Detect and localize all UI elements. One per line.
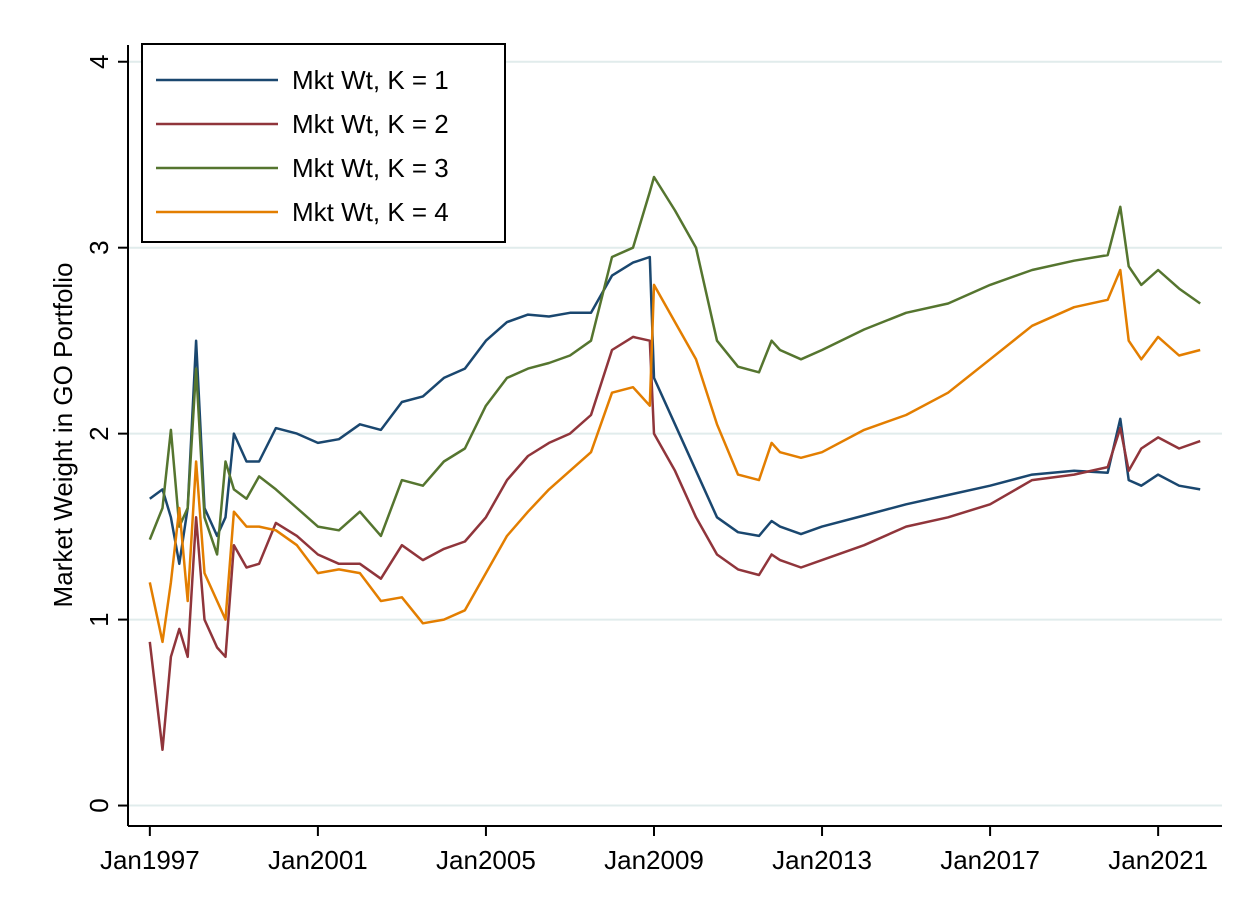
y-tick-label: 4 [84,55,114,69]
y-tick-label: 3 [84,240,114,254]
legend-label: Mkt Wt, K = 3 [292,153,449,183]
x-tick-label: Jan2009 [604,845,704,875]
x-tick-label: Jan2001 [268,845,368,875]
x-tick-label: Jan2017 [940,845,1040,875]
series-line [149,255,1201,566]
series-line [148,335,1201,752]
y-tick-label: 0 [84,798,114,812]
x-tick-label: Jan2021 [1108,845,1208,875]
x-tick-label: Jan2005 [436,845,536,875]
legend-box [141,43,506,243]
y-tick-label: 1 [84,612,114,626]
legend-label: Mkt Wt, K = 4 [292,197,449,227]
x-tick-label: Jan2013 [772,845,872,875]
legend-label: Mkt Wt, K = 1 [292,65,449,95]
y-tick-label: 2 [84,426,114,440]
x-tick-label: Jan1997 [100,845,200,875]
series-line [148,175,1201,556]
y-axis-label: Market Weight in GO Portfolio [48,263,78,608]
legend-label: Mkt Wt, K = 2 [292,109,449,139]
series-line [148,268,1201,644]
